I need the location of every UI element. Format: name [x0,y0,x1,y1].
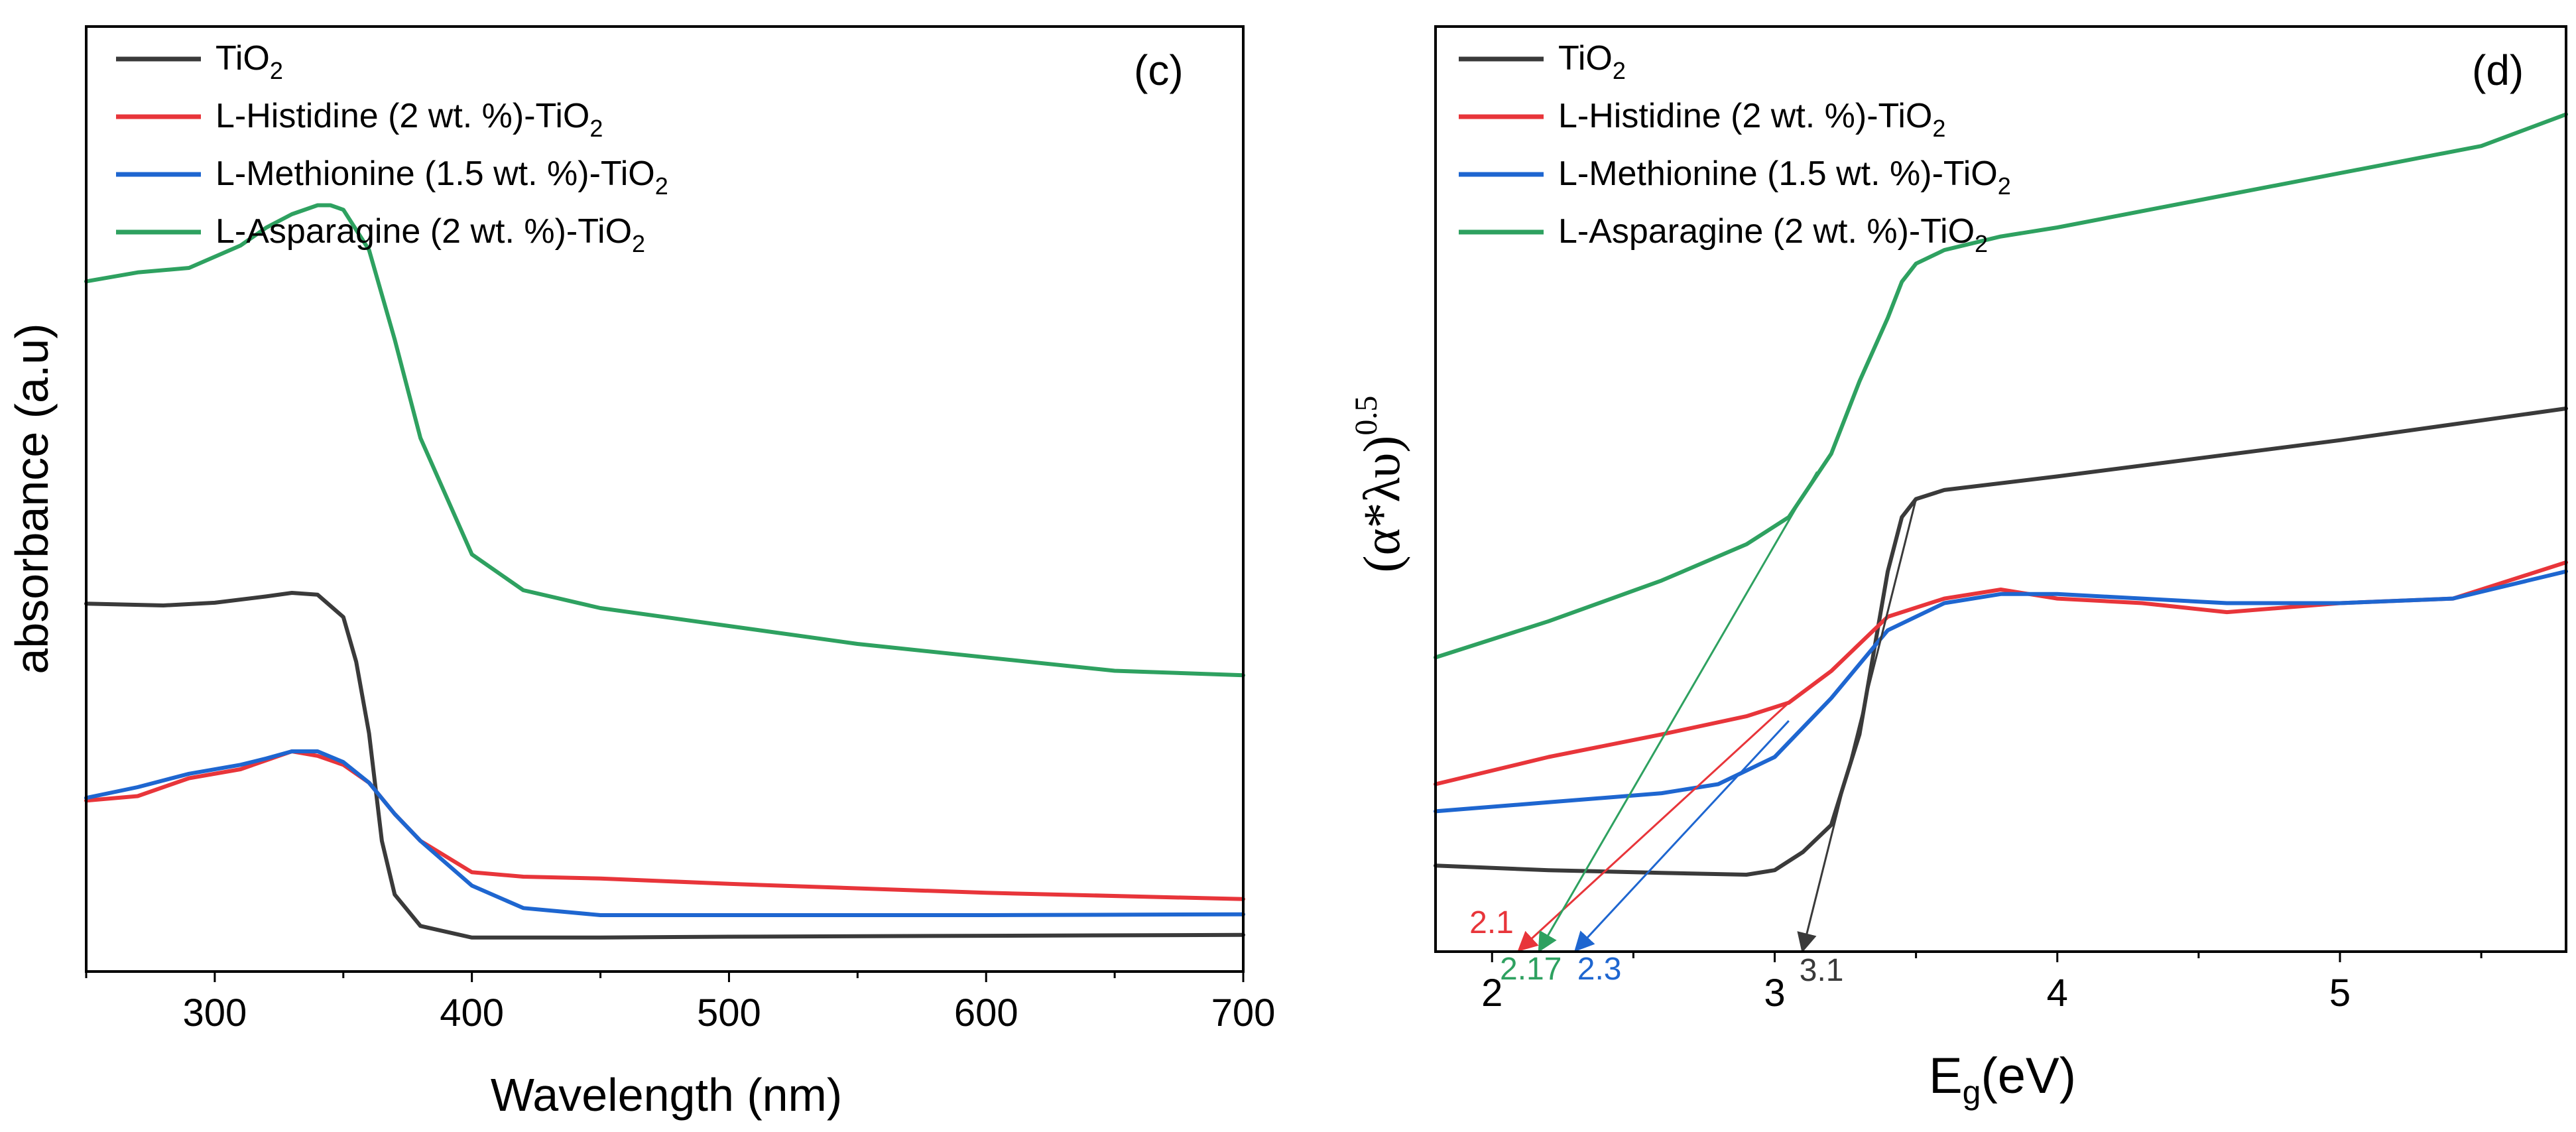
bandgap-value-histidine: 2.1 [1469,905,1514,940]
panel-d-x-tick-label: 3 [1764,972,1785,1015]
panel-c-x-tick-label: 400 [440,991,504,1035]
legend-label-sub: 2 [632,230,645,257]
legend-label-sub: 2 [655,172,668,200]
panel-d-line-histidine [1434,560,2568,786]
legend-label-sub: 2 [270,57,283,84]
legend-label-sub: 2 [1998,172,2011,200]
legend-label-sub: 2 [1613,57,1626,84]
panel-d-x-label-base: E [1929,1048,1963,1104]
panel-c-legend-label-histidine: L-Histidine (2 wt. %)-TiO2 [215,97,603,142]
panel-c-y-axis-label: absorbance (a.u) [6,323,58,674]
panel-c-legend-label-methionine: L-Methionine (1.5 wt. %)-TiO2 [215,155,668,200]
panel-c-x-ticks: 300 400 500 600 700 [85,972,1276,1035]
panel-c-x-tick-label: 700 [1211,991,1276,1035]
panel-d-line-asparagine [1434,112,2568,660]
bandgap-arrow-methionine [1574,720,1790,952]
panel-d-frame [1434,25,2567,953]
panel-d-x-tick-label: 5 [2329,972,2351,1015]
panel-c-frame [85,25,1245,973]
panel-d-y-label-base: (α*λυ) [1353,436,1410,573]
panel-c-line-asparagine [84,203,1245,678]
panel-d-x-axis-label: Eg(eV) [1929,1048,2076,1111]
panel-d-x-tick-label: 4 [2047,972,2068,1015]
panel-c-x-tick-label: 300 [182,991,247,1035]
panel-d-legend-label-TiO2: TiO2 [1558,39,1626,84]
panel-d-y-label-sup: 0.5 [1349,396,1384,436]
panel-c-x-axis-label: Wavelength (nm) [491,1069,842,1121]
panel-c-x-tick-label: 600 [954,991,1018,1035]
panel-c-series [84,203,1245,940]
panel-d-label: (d) [2472,46,2524,94]
panel-c-line-histidine [84,749,1245,901]
bandgap-value-methionine: 2.3 [1577,952,1622,987]
bandgap-arrow-asparagine [1538,471,1818,953]
bandgap-value-TiO2: 3.1 [1800,953,1844,988]
panel-c-line-TiO2 [84,591,1245,940]
panel-d-legend-label-asparagine: L-Asparagine (2 wt. %)-TiO2 [1558,212,1988,257]
legend-label-base: L-Histidine (2 wt. %)-TiO [1558,97,1932,135]
panel-d-x-tick-label: 2 [1481,972,1503,1015]
bandgap-value-asparagine: 2.17 [1500,952,1562,987]
panel-c-legend-label-asparagine: L-Asparagine (2 wt. %)-TiO2 [215,212,645,257]
legend-label-sub: 2 [1932,115,1945,142]
legend-label-base: L-Asparagine (2 wt. %)-TiO [215,212,632,251]
panel-d-x-ticks: 2 3 4 5 [1481,952,2483,1015]
panel-d-y-axis-label: (α*λυ)0.5 [1349,396,1410,573]
legend-label-base: TiO [215,39,270,78]
legend-label-base: L-Asparagine (2 wt. %)-TiO [1558,212,1975,251]
bandgap-arrow-TiO2 [1797,499,1918,953]
panel-c-x-tick-label: 500 [697,991,761,1035]
legend-label-base: L-Histidine (2 wt. %)-TiO [215,97,589,135]
panel-d-legend-label-histidine: L-Histidine (2 wt. %)-TiO2 [1558,97,1945,142]
panel-d-line-methionine [1434,569,2568,814]
legend-label-base: TiO [1558,39,1613,78]
panel-c-line-methionine [84,749,1245,917]
legend-label-sub: 2 [1975,230,1988,257]
panel-d-x-label-tail: (eV) [1981,1048,2076,1104]
panel-d-bandgap-arrows: 2.1 2.17 2.3 3.1 [1469,471,1918,988]
panel-d-line-TiO2 [1434,407,2568,877]
panel-d-x-label-sub: g [1963,1074,1981,1111]
legend-label-sub: 2 [589,115,603,142]
legend-label-base: L-Methionine (1.5 wt. %)-TiO [1558,155,1998,193]
panel-d-legend-label-methionine: L-Methionine (1.5 wt. %)-TiO2 [1558,155,2011,200]
panel-c-label: (c) [1134,46,1184,94]
panel-c-legend-label-TiO2: TiO2 [215,39,283,84]
legend-label-base: L-Methionine (1.5 wt. %)-TiO [215,155,655,193]
